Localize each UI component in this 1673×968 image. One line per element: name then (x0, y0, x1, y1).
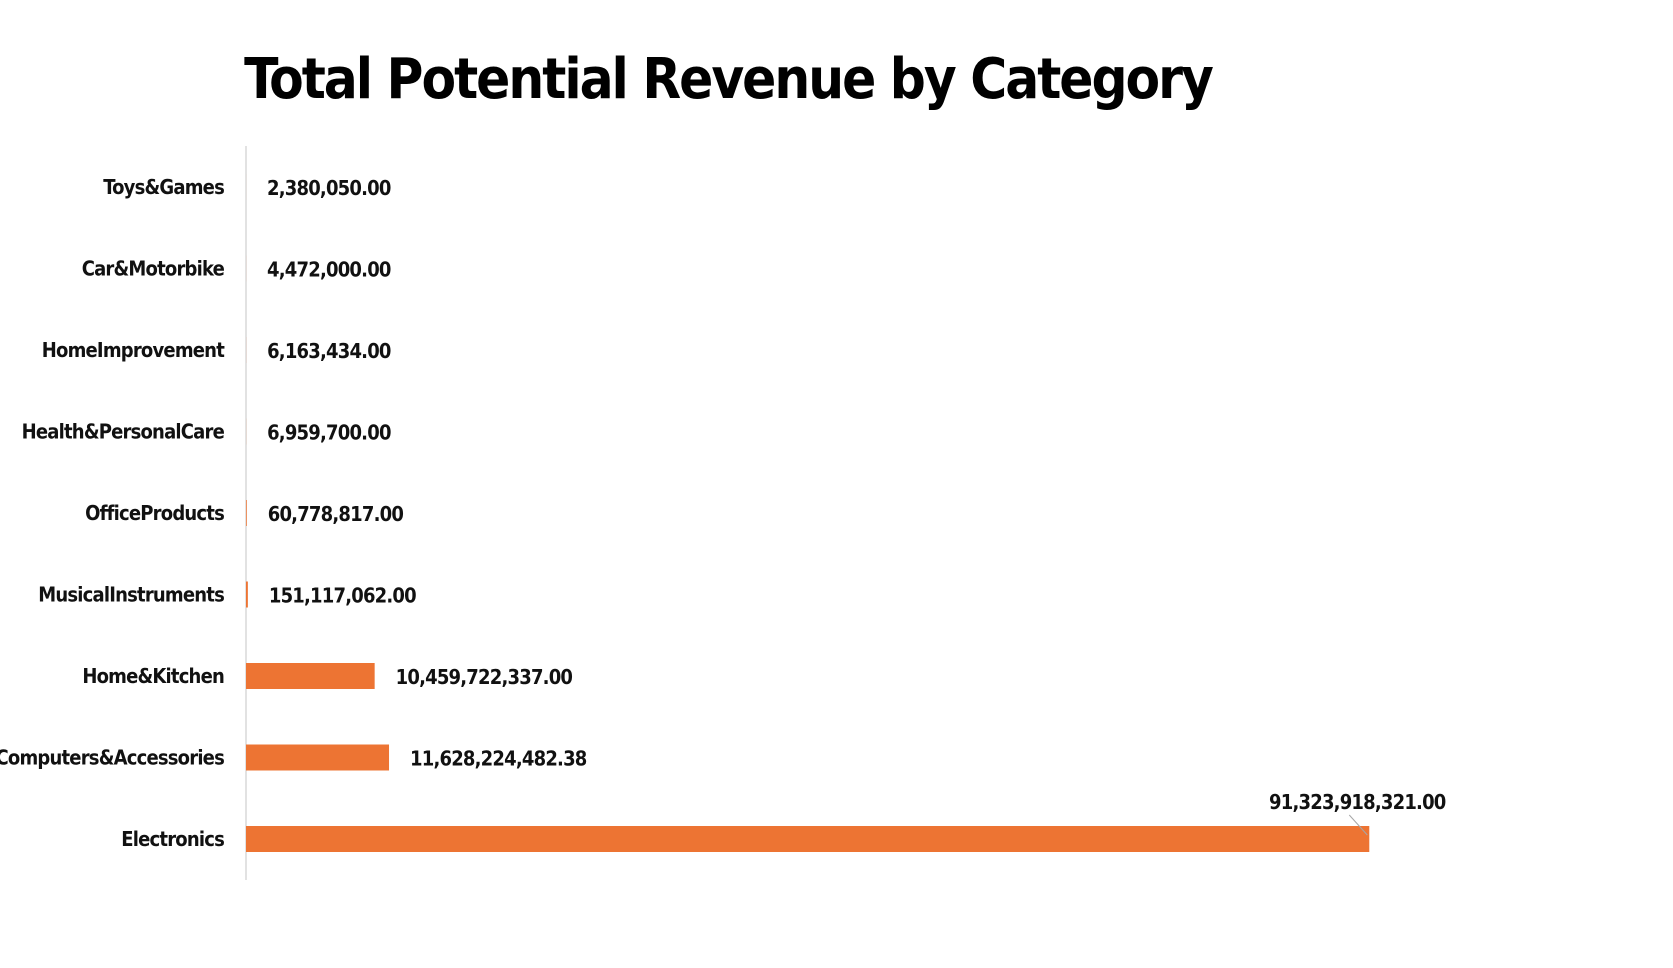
category-label-toys-games: Toys&Games (103, 175, 224, 199)
category-label-computers-accessories: Computers&Accessories (0, 746, 224, 770)
value-leader-line-electronics (1348, 814, 1368, 836)
value-label-computers-accessories: 11,628,224,482.38 (410, 747, 587, 771)
category-label-musicalinstruments: MusicalInstruments (38, 583, 224, 607)
bar-electronics (246, 826, 1370, 852)
value-label-toys-games: 2,380,050.00 (267, 176, 391, 200)
bars-group (246, 174, 1370, 852)
value-label-health-personalcare: 6,959,700.00 (267, 421, 391, 445)
bar-home-kitchen (246, 663, 375, 689)
value-label-home-kitchen: 10,459,722,337.00 (396, 665, 573, 689)
bar-officeproducts (246, 500, 247, 526)
category-label-electronics: Electronics (121, 827, 224, 851)
category-label-homeimprovement: HomeImprovement (42, 338, 225, 362)
bar-musicalinstruments (246, 581, 248, 608)
category-label-car-motorbike: Car&Motorbike (82, 257, 225, 281)
value-label-car-motorbike: 4,472,000.00 (267, 258, 391, 282)
value-label-homeimprovement: 6,163,434.00 (267, 339, 391, 363)
value-label-officeproducts: 60,778,817.00 (268, 502, 404, 526)
value-label-electronics: 91,323,918,321.00 (1269, 790, 1446, 814)
category-label-health-personalcare: Health&PersonalCare (22, 420, 225, 444)
category-label-home-kitchen: Home&Kitchen (82, 664, 224, 688)
chart-title: Total Potential Revenue by Category (244, 47, 1213, 112)
bar-computers-accessories (246, 744, 390, 771)
value-label-musicalinstruments: 151,117,062.00 (269, 584, 416, 608)
category-labels-group: Toys&Games Car&Motorbike HomeImprovement He… (0, 175, 226, 851)
value-labels-group: 2,380,050.00 4,472,000.00 6,163,434.00 6,95… (267, 176, 1447, 836)
category-label-officeproducts: OfficeProducts (85, 501, 224, 525)
